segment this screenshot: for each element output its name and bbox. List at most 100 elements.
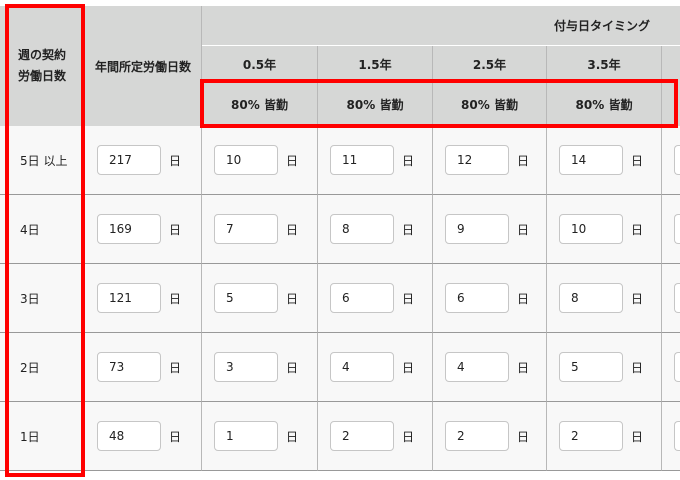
unit-label: 日 bbox=[631, 429, 644, 444]
unit-label: 日 bbox=[402, 222, 415, 237]
row-weekly-days-label: 2日 bbox=[0, 333, 85, 402]
annual-days-input[interactable]: 121 bbox=[97, 283, 161, 313]
unit-label: 日 bbox=[169, 360, 182, 375]
unit-label: 日 bbox=[402, 360, 415, 375]
leave-days-input[interactable] bbox=[674, 352, 680, 382]
row-weekly-days-label: 5日 以上 bbox=[0, 126, 85, 195]
header-period: 1.5年 bbox=[318, 46, 433, 83]
header-period: 2.5年 bbox=[433, 46, 547, 83]
header-weekly-days: 週の契約 労働日数 bbox=[0, 6, 85, 126]
leave-days-input[interactable]: 8 bbox=[330, 214, 394, 244]
unit-label: 日 bbox=[286, 222, 299, 237]
header-attendance bbox=[662, 83, 680, 126]
unit-label: 日 bbox=[517, 291, 530, 306]
unit-label: 日 bbox=[402, 429, 415, 444]
unit-label: 日 bbox=[169, 222, 182, 237]
unit-label: 日 bbox=[631, 360, 644, 375]
table-cell: 217 日 bbox=[85, 126, 202, 195]
unit-label: 日 bbox=[402, 291, 415, 306]
row-weekly-days-label: 4日 bbox=[0, 195, 85, 264]
annual-days-input[interactable]: 48 bbox=[97, 421, 161, 451]
unit-label: 日 bbox=[517, 153, 530, 168]
leave-days-input[interactable]: 8 bbox=[559, 283, 623, 313]
leave-days-input[interactable]: 6 bbox=[445, 283, 509, 313]
leave-days-input[interactable]: 1 bbox=[214, 421, 278, 451]
unit-label: 日 bbox=[286, 429, 299, 444]
row-weekly-days-label: 1日 bbox=[0, 402, 85, 471]
unit-label: 日 bbox=[286, 153, 299, 168]
leave-days-input[interactable]: 9 bbox=[445, 214, 509, 244]
leave-days-input[interactable] bbox=[674, 421, 680, 451]
header-period bbox=[662, 46, 680, 83]
table-cell: 121 日 bbox=[85, 264, 202, 333]
leave-days-input[interactable]: 10 bbox=[214, 145, 278, 175]
leave-days-input[interactable]: 2 bbox=[559, 421, 623, 451]
header-grant-timing: 付与日タイミング bbox=[202, 6, 680, 46]
table-cell: 14 日 bbox=[547, 126, 662, 195]
header-period: 3.5年 bbox=[547, 46, 662, 83]
table-cell: 48 日 bbox=[85, 402, 202, 471]
unit-label: 日 bbox=[631, 291, 644, 306]
leave-days-input[interactable] bbox=[674, 214, 680, 244]
header-attendance: 80% 皆勤 bbox=[433, 83, 547, 126]
table-cell bbox=[662, 402, 680, 471]
unit-label: 日 bbox=[286, 360, 299, 375]
unit-label: 日 bbox=[402, 153, 415, 168]
leave-days-input[interactable]: 10 bbox=[559, 214, 623, 244]
table-cell: 10 日 bbox=[202, 126, 318, 195]
unit-label: 日 bbox=[517, 360, 530, 375]
leave-days-input[interactable]: 4 bbox=[330, 352, 394, 382]
leave-days-input[interactable]: 7 bbox=[214, 214, 278, 244]
leave-days-input[interactable]: 2 bbox=[330, 421, 394, 451]
header-period: 0.5年 bbox=[202, 46, 318, 83]
table-cell: 73 日 bbox=[85, 333, 202, 402]
table-cell bbox=[662, 264, 680, 333]
leave-days-input[interactable]: 2 bbox=[445, 421, 509, 451]
leave-days-input[interactable] bbox=[674, 145, 680, 175]
table-cell: 10 日 bbox=[547, 195, 662, 264]
unit-label: 日 bbox=[631, 153, 644, 168]
annual-days-input[interactable]: 73 bbox=[97, 352, 161, 382]
table-cell: 12 日 bbox=[433, 126, 547, 195]
unit-label: 日 bbox=[169, 153, 182, 168]
annual-days-input[interactable]: 169 bbox=[97, 214, 161, 244]
leave-days-input[interactable] bbox=[674, 283, 680, 313]
unit-label: 日 bbox=[169, 429, 182, 444]
leave-days-input[interactable]: 6 bbox=[330, 283, 394, 313]
header-attendance: 80% 皆勤 bbox=[547, 83, 662, 126]
leave-days-input[interactable]: 12 bbox=[445, 145, 509, 175]
header-attendance: 80% 皆勤 bbox=[318, 83, 433, 126]
table-cell: 169 日 bbox=[85, 195, 202, 264]
table-cell bbox=[662, 195, 680, 264]
table-cell: 11 日 bbox=[318, 126, 433, 195]
table-cell bbox=[662, 126, 680, 195]
leave-days-input[interactable]: 5 bbox=[214, 283, 278, 313]
leave-days-input[interactable]: 11 bbox=[330, 145, 394, 175]
leave-days-input[interactable]: 5 bbox=[559, 352, 623, 382]
leave-days-input[interactable]: 3 bbox=[214, 352, 278, 382]
unit-label: 日 bbox=[286, 291, 299, 306]
row-weekly-days-label: 3日 bbox=[0, 264, 85, 333]
unit-label: 日 bbox=[169, 291, 182, 306]
leave-days-input[interactable]: 4 bbox=[445, 352, 509, 382]
annual-days-input[interactable]: 217 bbox=[97, 145, 161, 175]
unit-label: 日 bbox=[631, 222, 644, 237]
header-attendance: 80% 皆勤 bbox=[202, 83, 318, 126]
leave-days-input[interactable]: 14 bbox=[559, 145, 623, 175]
